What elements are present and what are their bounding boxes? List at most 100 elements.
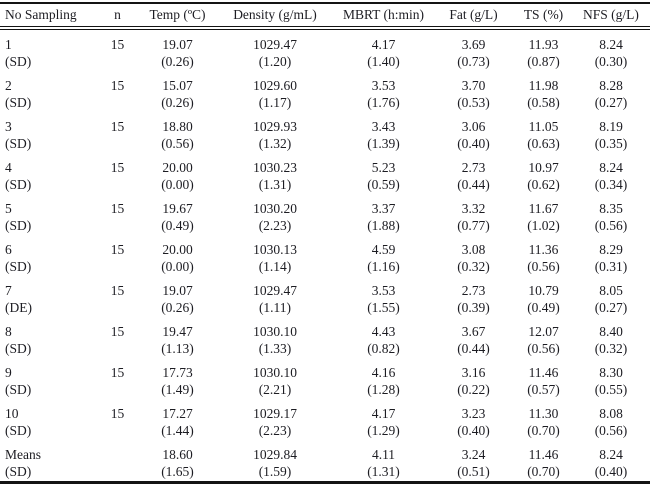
table-row-group8-values: 8 15 19.47 1030.10 4.43 3.67 12.07 8.40 [0, 317, 650, 340]
column-header-nfs: NFS (g/L) [572, 3, 650, 30]
row-label: (SD) [5, 136, 32, 151]
cell: (1.39) [367, 136, 400, 151]
cell: (0.31) [594, 259, 628, 274]
table-row-group10-sd: (SD) (1.44) (2.23) (1.29) (0.40) (0.70) (0.56) [0, 422, 650, 440]
cell: 1030.20 [253, 201, 297, 216]
cell [95, 440, 140, 463]
cell: (1.88) [367, 218, 400, 233]
cell: 17.73 [162, 365, 193, 380]
cell: 15 [110, 78, 125, 93]
cell: 3.06 [461, 119, 486, 134]
cell: (2.21) [258, 382, 292, 397]
cell: (0.59) [367, 177, 400, 192]
cell: (0.26) [161, 95, 194, 110]
cell: (1.13) [161, 341, 194, 356]
cell: (1.28) [367, 382, 400, 397]
cell: (1.44) [161, 423, 194, 438]
cell [95, 299, 140, 317]
cell: 3.69 [461, 37, 486, 52]
cell: 11.05 [528, 119, 559, 134]
table-row-group10-values: 10 15 17.27 1029.17 4.17 3.23 11.30 8.08 [0, 399, 650, 422]
cell: (2.23) [258, 218, 292, 233]
cell: 15.07 [162, 78, 193, 93]
cell: 4.59 [371, 242, 396, 257]
cell: 2.73 [461, 160, 486, 175]
table-row-group4-values: 4 15 20.00 1030.23 5.23 2.73 10.97 8.24 [0, 153, 650, 176]
cell: (0.22) [457, 382, 490, 397]
table-row-group3-sd: (SD) (0.56) (1.32) (1.39) (0.40) (0.63) (0.35) [0, 135, 650, 153]
cell: (0.70) [527, 464, 560, 479]
cell: 4.17 [371, 37, 396, 52]
cell: 15 [110, 160, 125, 175]
cell: (0.77) [457, 218, 490, 233]
cell: 19.07 [162, 37, 193, 52]
cell: 1029.60 [253, 78, 297, 93]
cell: 8.35 [599, 201, 623, 216]
cell: (1.11) [258, 300, 292, 315]
column-header-density: Density (g/mL) [215, 3, 335, 30]
cell: (1.14) [258, 259, 292, 274]
cell: 3.08 [461, 242, 486, 257]
table-row-group6-sd: (SD) (0.00) (1.14) (1.16) (0.32) (0.56) (0.31) [0, 258, 650, 276]
cell: 2.73 [461, 283, 486, 298]
table-row-group7-sd: (DE) (0.26) (1.11) (1.55) (0.39) (0.49) (0.27) [0, 299, 650, 317]
cell: 3.37 [371, 201, 396, 216]
row-label: 7 [5, 283, 12, 298]
table-body: 1 15 19.07 1029.47 4.17 3.69 11.93 8.24 (SD) (0.2… [0, 28, 650, 483]
cell: 8.24 [599, 160, 623, 175]
cell: (0.56) [527, 341, 560, 356]
table-row-group8-sd: (SD) (1.13) (1.33) (0.82) (0.44) (0.56) (0.32) [0, 340, 650, 358]
row-label: (SD) [5, 54, 32, 69]
cell: (0.40) [457, 136, 490, 151]
cell: 8.05 [599, 283, 623, 298]
column-header-fat: Fat (g/L) [432, 3, 515, 30]
cell: 3.53 [371, 283, 396, 298]
cell [95, 135, 140, 153]
cell: 1029.17 [253, 406, 297, 421]
cell: 15 [110, 406, 125, 421]
cell: 19.47 [162, 324, 193, 339]
column-header-ts: TS (%) [515, 3, 572, 30]
column-header-no-sampling: No Sampling [0, 3, 95, 30]
row-label: (SD) [5, 423, 32, 438]
table-row-group2-sd: (SD) (0.26) (1.17) (1.76) (0.53) (0.58) (0.27) [0, 94, 650, 112]
header-row: No Sampling n Temp (ºC) Density (g/mL) M… [0, 3, 650, 30]
cell: (0.49) [527, 300, 560, 315]
cell: (0.73) [457, 54, 490, 69]
cell: 18.80 [162, 119, 193, 134]
cell: (0.39) [457, 300, 490, 315]
cell: (0.32) [457, 259, 490, 274]
cell: (0.40) [457, 423, 490, 438]
cell: 10.79 [528, 283, 559, 298]
cell: (0.44) [457, 177, 490, 192]
cell: (0.87) [527, 54, 560, 69]
row-label: (SD) [5, 95, 32, 110]
cell: 1029.47 [253, 283, 297, 298]
cell: (0.56) [594, 218, 628, 233]
cell: 4.16 [371, 365, 396, 380]
cell: (0.35) [594, 136, 628, 151]
row-label: 10 [5, 406, 19, 421]
cell: (0.53) [457, 95, 490, 110]
cell: (1.49) [161, 382, 194, 397]
table-row-group9-values: 9 15 17.73 1030.10 4.16 3.16 11.46 8.30 [0, 358, 650, 381]
cell: (0.00) [161, 259, 194, 274]
cell: 15 [110, 242, 125, 257]
cell: 3.24 [461, 447, 486, 462]
cell: 3.67 [461, 324, 486, 339]
cell: 11.98 [528, 78, 559, 93]
cell: 3.16 [461, 365, 486, 380]
cell: 19.07 [162, 283, 193, 298]
cell: 1030.13 [253, 242, 297, 257]
cell [95, 340, 140, 358]
cell: 15 [110, 119, 125, 134]
row-label: (SD) [5, 464, 32, 479]
row-label: (DE) [5, 300, 32, 315]
table-row-group5-values: 5 15 19.67 1030.20 3.37 3.32 11.67 8.35 [0, 194, 650, 217]
cell: 4.11 [371, 447, 396, 462]
cell: 3.32 [461, 201, 486, 216]
cell: (1.32) [258, 136, 292, 151]
cell: (0.56) [594, 423, 628, 438]
row-label: 5 [5, 201, 12, 216]
